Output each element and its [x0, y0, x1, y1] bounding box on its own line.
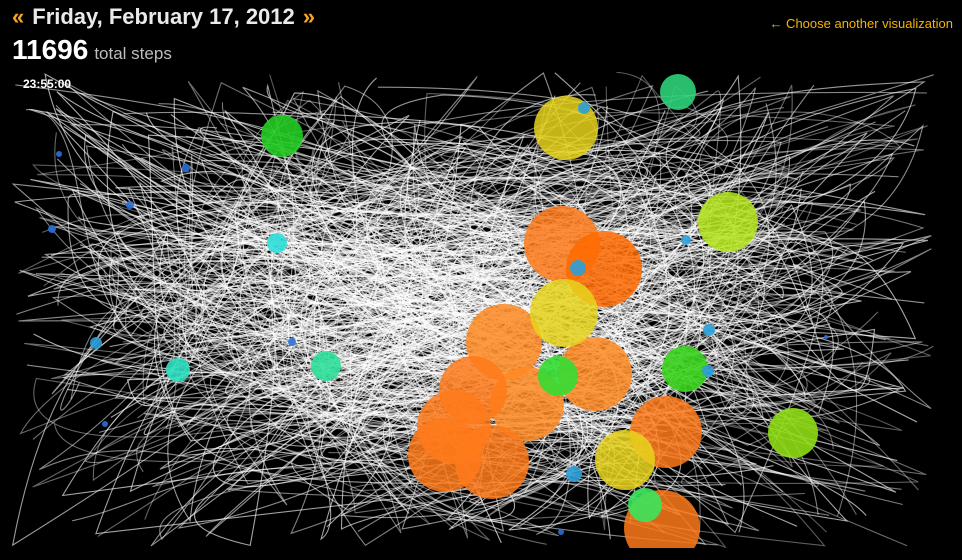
step-bubble [628, 488, 662, 522]
movement-trail [134, 167, 792, 446]
step-bubble [558, 529, 564, 535]
movement-trail [136, 147, 742, 486]
step-bubble [698, 192, 758, 252]
time-readout: 23:55:00 [23, 77, 72, 91]
step-bubble [182, 164, 190, 172]
step-visualization-svg [12, 72, 934, 548]
movement-trail [56, 91, 798, 527]
step-bubble [126, 201, 134, 209]
next-day-arrow-icon[interactable]: » [302, 4, 316, 29]
step-bubble [570, 260, 586, 276]
step-bubble [538, 356, 578, 396]
step-bubble [660, 74, 696, 110]
movement-trail [241, 72, 929, 533]
step-bubble [530, 279, 598, 347]
step-bubble [566, 466, 582, 482]
step-bubble [261, 115, 303, 157]
movement-trail [254, 76, 761, 473]
step-bubbles [48, 74, 828, 548]
step-bubble [311, 351, 341, 381]
step-bubble [56, 151, 62, 157]
movement-trail [38, 104, 718, 546]
movement-trail [32, 98, 840, 498]
step-bubble [408, 418, 482, 492]
step-bubble [166, 358, 190, 382]
movement-trail [197, 141, 908, 547]
total-steps-label: total steps [94, 44, 172, 63]
movement-trail [95, 161, 862, 540]
movement-trail [367, 111, 903, 515]
movement-trail [12, 181, 827, 401]
step-bubble [267, 233, 287, 253]
movement-trail [128, 187, 925, 447]
movement-trail [19, 99, 926, 408]
step-bubble [768, 408, 818, 458]
movement-trail [34, 143, 830, 516]
total-steps-count: 11696 [12, 34, 89, 65]
step-bubble [681, 235, 691, 245]
step-bubble [578, 102, 590, 114]
step-bubble [90, 337, 102, 349]
step-bubble [102, 421, 108, 427]
step-bubble [48, 225, 56, 233]
step-bubble [824, 335, 828, 339]
step-bubble [595, 430, 655, 490]
step-bubble [288, 338, 296, 346]
choose-visualization-link[interactable]: ← Choose another visualization [769, 16, 953, 31]
step-visualization-canvas [12, 72, 934, 548]
step-bubble [558, 337, 632, 411]
movement-trail [63, 92, 484, 514]
step-bubble [662, 346, 708, 392]
step-bubble [439, 356, 507, 424]
date-title: Friday, February 17, 2012 [32, 4, 295, 29]
previous-day-arrow-icon[interactable]: « [12, 4, 25, 29]
movement-trail [156, 156, 743, 541]
date-header: « Friday, February 17, 2012 » [12, 2, 315, 32]
step-bubble [703, 324, 715, 336]
step-bubble [702, 365, 714, 377]
movement-trail [142, 241, 697, 416]
movement-trail [30, 178, 918, 531]
movement-trail [150, 84, 881, 547]
movement-trail [225, 77, 640, 530]
movement-trail [61, 230, 765, 527]
steps-summary: 11696 total steps [12, 34, 172, 66]
